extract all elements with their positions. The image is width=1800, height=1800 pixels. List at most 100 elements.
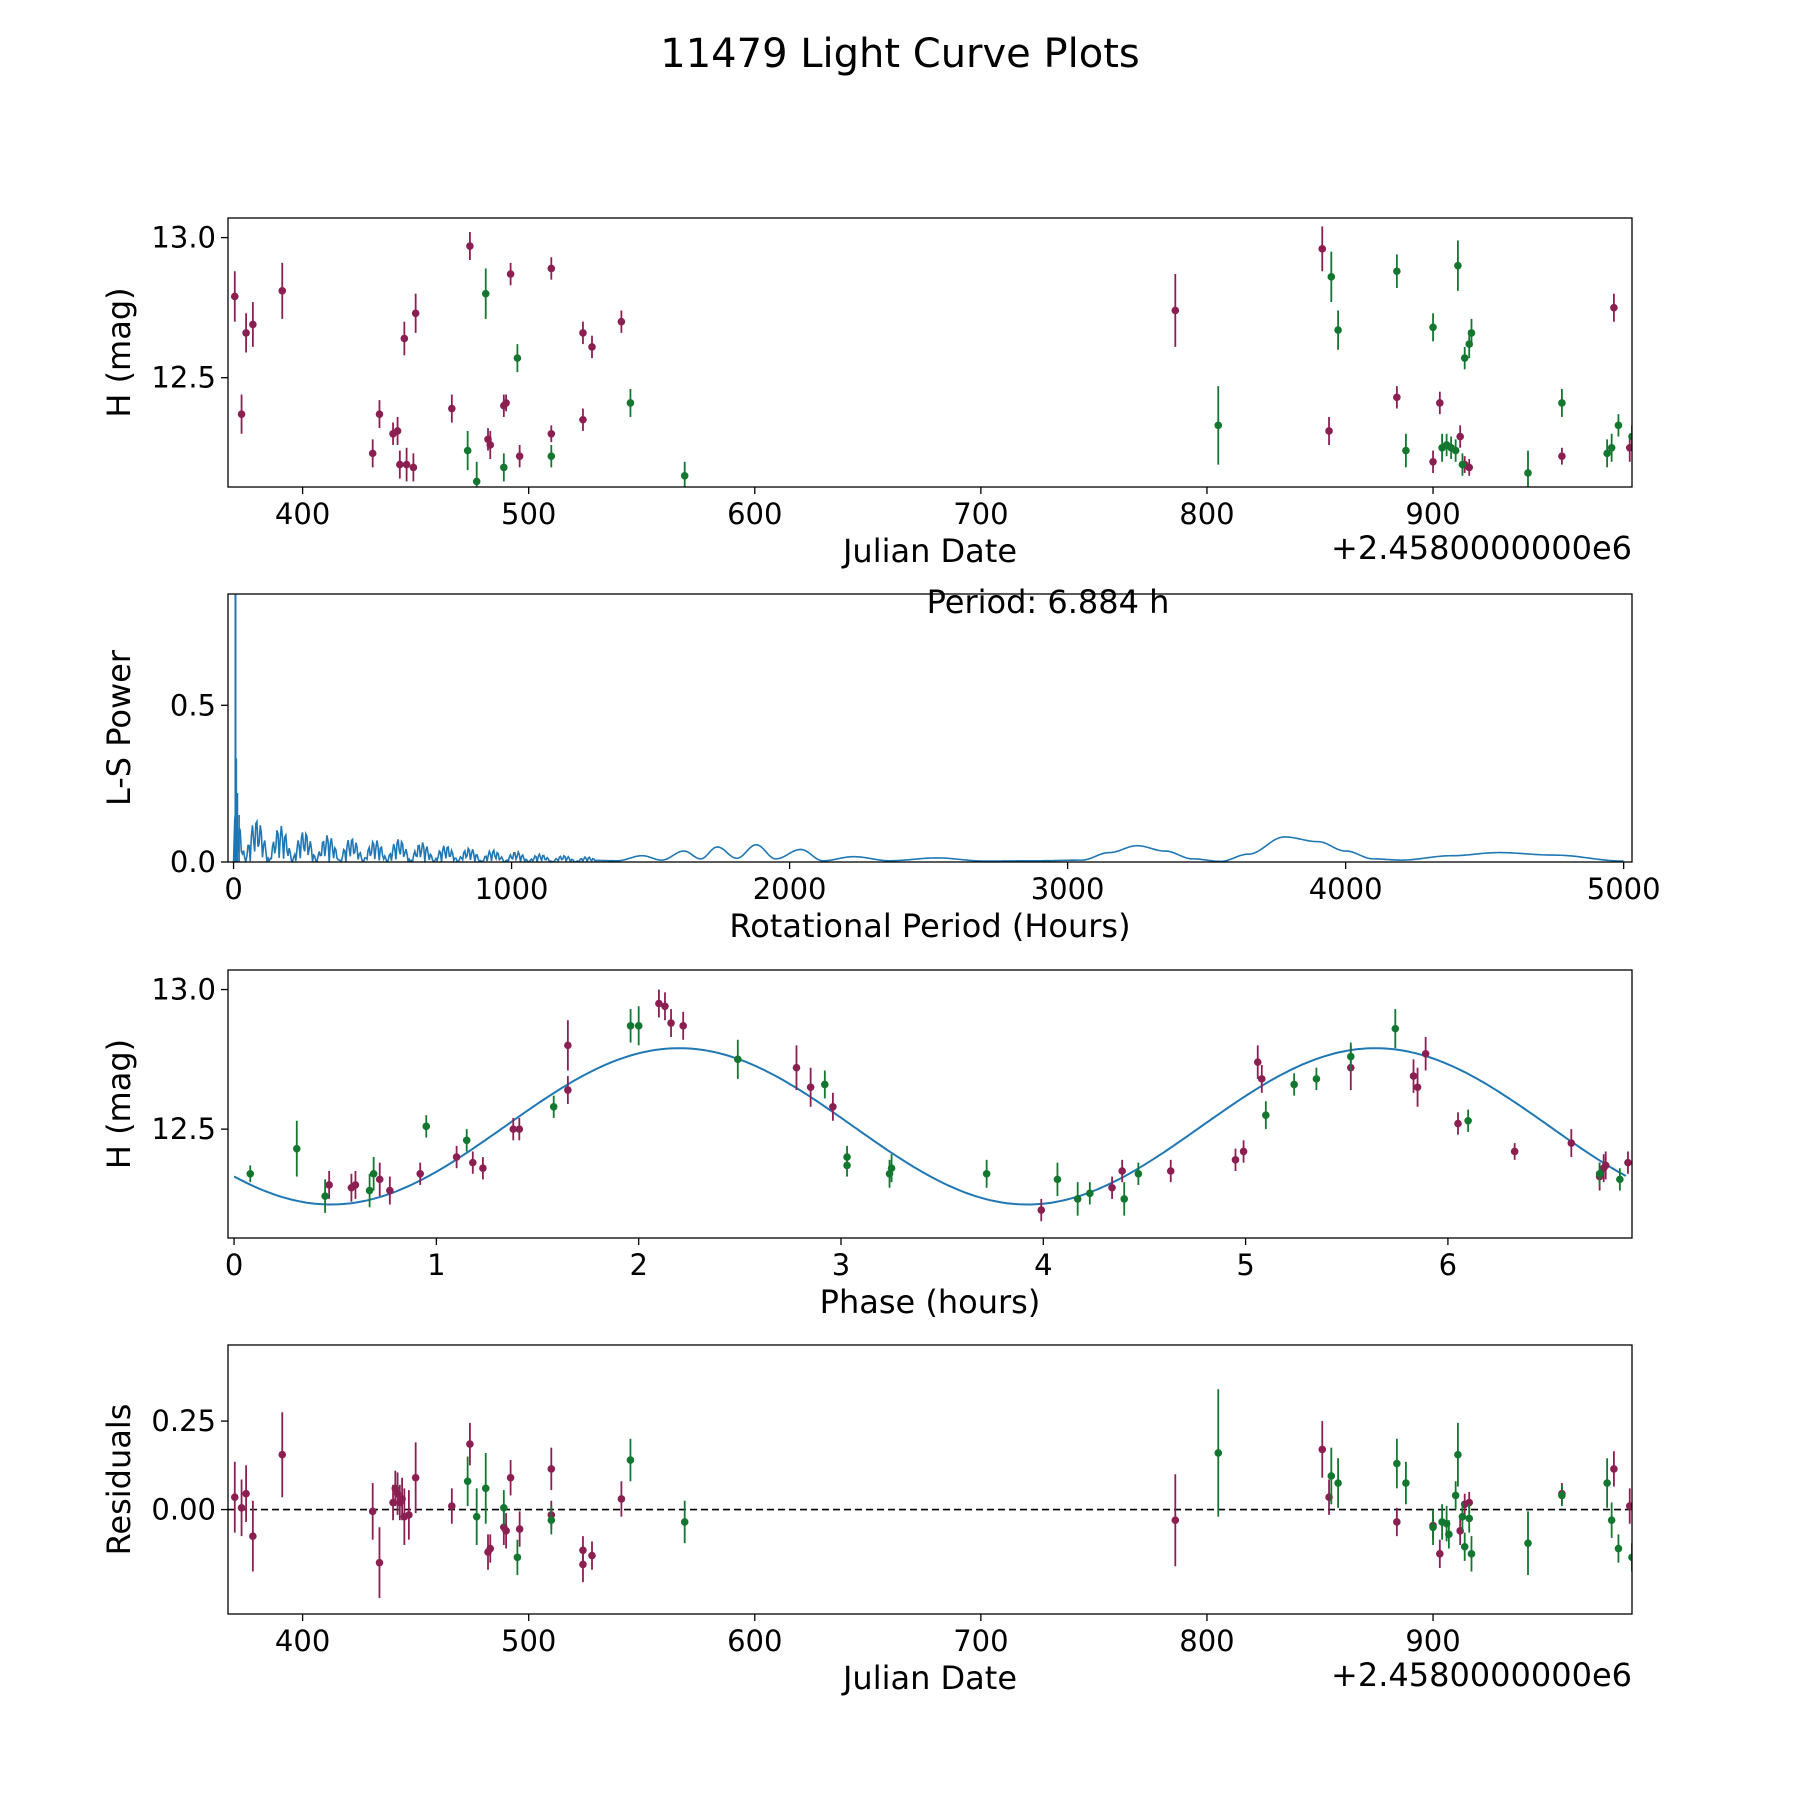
marker [1558, 399, 1566, 407]
lightcurve-plot-area [230, 226, 1632, 487]
marker [1393, 1518, 1401, 1526]
x-axis-label: Phase (hours) [820, 1283, 1041, 1321]
data-point [1073, 1182, 1082, 1216]
marker [1607, 1516, 1616, 1525]
marker [452, 1153, 461, 1161]
marker [1334, 326, 1342, 334]
data-point [680, 1500, 689, 1544]
data-point [1460, 346, 1469, 370]
marker [1465, 463, 1474, 472]
marker [1325, 427, 1333, 435]
data-point [680, 461, 689, 487]
data-point [237, 1479, 246, 1537]
data-point [564, 1076, 572, 1104]
marker [422, 1122, 431, 1131]
data-point [1134, 1162, 1143, 1185]
data-point [1458, 1502, 1467, 1531]
data-point [1290, 1073, 1298, 1096]
marker [887, 1164, 896, 1173]
data-point [506, 1460, 515, 1496]
marker [472, 1512, 481, 1521]
data-point [1334, 1458, 1342, 1508]
marker [792, 1063, 801, 1072]
marker [249, 1532, 257, 1540]
marker [1429, 1523, 1437, 1532]
marker [502, 399, 510, 407]
data-point [626, 388, 635, 417]
data-point [1409, 1059, 1418, 1093]
data-point [1239, 1140, 1248, 1163]
marker [400, 334, 409, 343]
marker [1467, 1550, 1476, 1558]
data-point [1327, 1447, 1336, 1505]
marker [1510, 1147, 1519, 1156]
marker [468, 1158, 477, 1167]
marker [1073, 1195, 1082, 1203]
residuals-axes-frame [227, 1344, 1633, 1615]
data-point [1614, 414, 1623, 437]
marker [626, 1456, 635, 1464]
data-point [1214, 1389, 1223, 1517]
data-point [1325, 416, 1333, 445]
y-tick-label: 0.5 [170, 688, 216, 722]
data-point [1231, 1148, 1240, 1171]
periodogram-axes-frame [227, 593, 1633, 863]
data-point [386, 1176, 394, 1205]
x-tick-label: 800 [1179, 1624, 1234, 1658]
marker [1458, 460, 1467, 469]
data-point [396, 450, 404, 479]
marker [292, 1144, 301, 1153]
period-annotation: Period: 6.884 h [927, 583, 1170, 621]
data-point [1628, 425, 1632, 448]
marker [1334, 1479, 1342, 1487]
marker [1421, 1049, 1430, 1058]
marker [321, 1192, 329, 1200]
data-point [1610, 1451, 1618, 1487]
x-tick-label: 2 [629, 1248, 647, 1282]
phased-curve-panel: 0 1 2 3 4 5 6 12.5 13.0 Phase (hours) H (mag) [100, 969, 1633, 1321]
marker [1624, 1158, 1632, 1167]
data-point [588, 335, 596, 359]
data-point [829, 1092, 837, 1121]
marker [1253, 1058, 1262, 1066]
data-point [1601, 1151, 1610, 1180]
data-point [806, 1067, 815, 1107]
data-point [547, 257, 556, 280]
marker [1558, 1491, 1566, 1500]
x-tick-label: 1000 [475, 872, 549, 906]
data-point [1467, 318, 1476, 347]
data-point [1318, 226, 1327, 272]
marker [547, 1465, 556, 1473]
marker [1171, 306, 1180, 315]
y-tick-label: 0.0 [170, 845, 216, 879]
marker [1171, 1516, 1180, 1525]
data-point [411, 1442, 420, 1514]
marker [466, 242, 474, 250]
data-point [472, 1488, 481, 1545]
data-point [1624, 1151, 1632, 1174]
marker [463, 446, 472, 455]
x-axis-label: Julian Date [841, 532, 1017, 570]
marker [472, 477, 481, 486]
data-point [1402, 433, 1410, 468]
data-point [230, 271, 239, 322]
data-point [617, 1481, 626, 1517]
marker [1318, 1445, 1327, 1454]
data-point [375, 400, 384, 429]
marker [249, 320, 257, 329]
data-point [486, 1534, 495, 1563]
marker [375, 410, 384, 418]
marker [1614, 1544, 1623, 1553]
marker [1393, 1459, 1401, 1468]
marker [680, 1518, 689, 1526]
marker [1625, 1502, 1632, 1510]
marker [515, 1525, 524, 1533]
marker [547, 264, 556, 273]
data-point [515, 1117, 524, 1141]
data-point [1393, 386, 1401, 409]
data-point [579, 408, 587, 431]
data-point [1402, 1461, 1410, 1505]
marker [1558, 452, 1566, 460]
data-point [549, 1095, 558, 1118]
periodogram-plot-area [232, 594, 1624, 862]
